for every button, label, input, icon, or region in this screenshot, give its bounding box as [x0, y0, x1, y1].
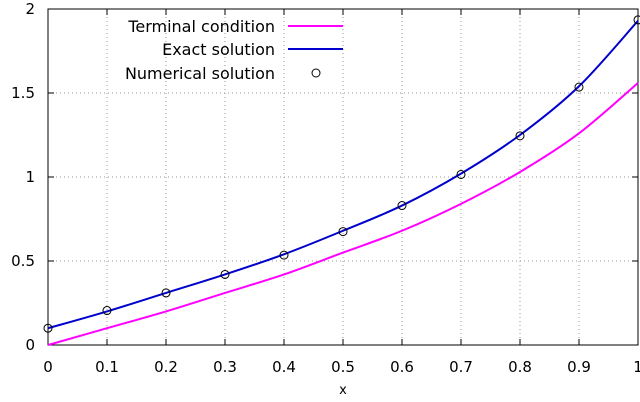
numerical-solution-point [220, 269, 230, 279]
x-axis-title: x [339, 383, 347, 398]
numerical-solution-point [397, 201, 407, 211]
legend-label-numerical-solution: Numerical solution [125, 64, 275, 83]
x-tick-label: 0.5 [331, 358, 355, 376]
legend: Terminal condition Exact solution Numerica… [125, 17, 343, 83]
numerical-solution-point [43, 323, 53, 333]
x-tick-label: 0.8 [508, 358, 532, 376]
numerical-solution-point [515, 131, 525, 141]
exact-solution-line [47, 20, 639, 330]
y-tick-label: 0 [25, 336, 35, 354]
legend-swatch-numerical-solution [311, 68, 321, 78]
x-tick-label: 1 [633, 358, 640, 376]
legend-label-exact-solution: Exact solution [162, 40, 275, 59]
ticks: 0 0.1 0.2 0.3 0.4 0.5 0.6 0.7 0.8 0.9 1 0 0.5 1 1.5 2 [11, 0, 640, 376]
x-tick-label: 0 [43, 358, 53, 376]
x-tick-label: 0.3 [213, 358, 237, 376]
numerical-solution-point [456, 169, 466, 179]
numerical-solution-point [102, 306, 112, 316]
legend-label-terminal-condition: Terminal condition [127, 17, 275, 36]
numerical-solution-point [338, 227, 348, 237]
y-tick-label: 1 [25, 168, 35, 186]
x-tick-label: 0.7 [449, 358, 473, 376]
x-tick-label: 0.9 [567, 358, 591, 376]
y-tick-label: 0.5 [11, 252, 35, 270]
y-tick-label: 2 [25, 0, 35, 18]
x-tick-label: 0.6 [390, 358, 414, 376]
series-layer [43, 15, 640, 346]
numerical-solution-point [574, 82, 584, 92]
numerical-solution-point [633, 15, 640, 25]
x-tick-label: 0.1 [95, 358, 119, 376]
numerical-solution-point [279, 250, 289, 260]
x-tick-label: 0.4 [272, 358, 296, 376]
grid [48, 9, 638, 345]
terminal-condition-line [47, 82, 639, 346]
x-tick-label: 0.2 [154, 358, 178, 376]
numerical-solution-point [161, 288, 171, 298]
y-tick-label: 1.5 [11, 84, 35, 102]
